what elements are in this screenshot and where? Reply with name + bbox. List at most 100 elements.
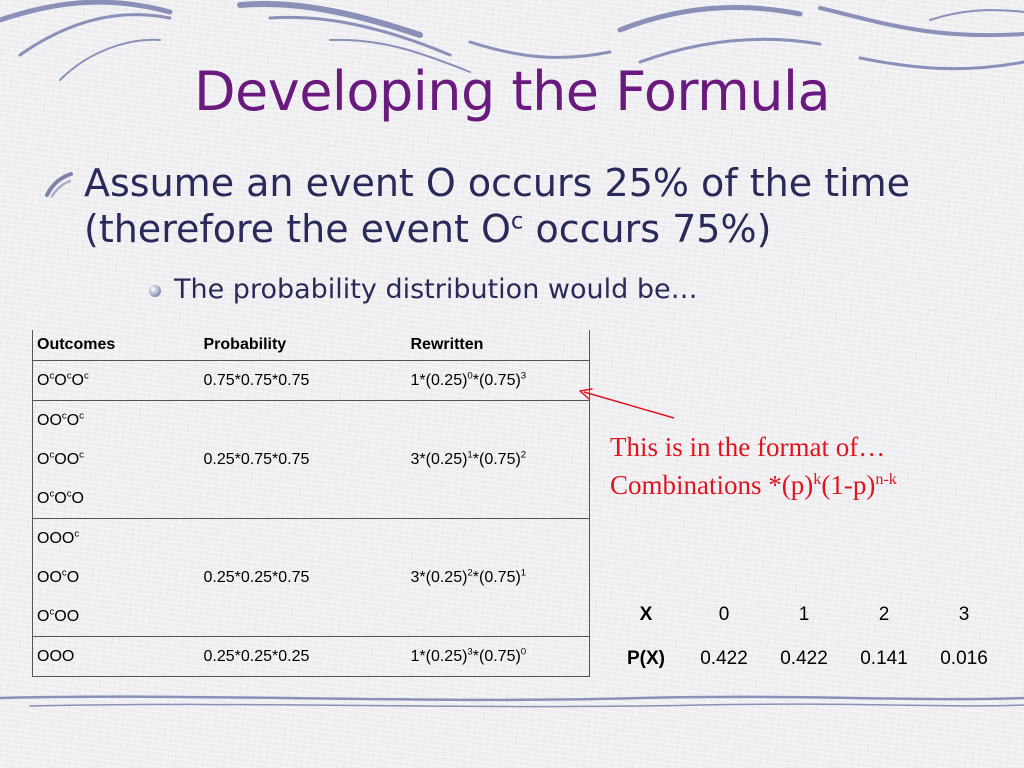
- exponent: 1: [520, 567, 527, 579]
- exponent: 0: [467, 370, 473, 382]
- x-label: X: [639, 604, 653, 625]
- header-probability: Probability: [199, 330, 407, 361]
- outcome-text: OO: [54, 450, 80, 468]
- sub-bullet-text: The probability distribution would be…: [174, 274, 698, 305]
- table-row: OOOc: [32, 518, 590, 559]
- x-value: 2: [878, 604, 890, 625]
- main-bullet: Assume an event O occurs 25% of the time…: [44, 160, 994, 252]
- header-outcomes: Outcomes: [32, 330, 200, 361]
- probability-cell: 0.75*0.75*0.75: [199, 360, 407, 401]
- superscript: c: [66, 370, 72, 382]
- superscript: c: [49, 606, 55, 618]
- px-value: 0.141: [860, 648, 908, 669]
- px-row: P(X) 0.422 0.422 0.141 0.016: [608, 637, 1004, 681]
- outcome-text: OO: [37, 568, 62, 586]
- exponent: 3: [467, 646, 473, 658]
- k-exponent: k: [813, 470, 822, 488]
- rewritten-cell: [406, 400, 590, 440]
- superscript: c: [79, 410, 84, 422]
- main-bullet-text: Assume an event O occurs 25% of the time…: [84, 160, 994, 252]
- outcome-cell: OcOO: [32, 597, 200, 637]
- sphere-bullet-icon: [149, 285, 161, 297]
- probability-distribution-table: X 0 1 2 3 P(X) 0.422 0.422 0.141 0.016: [608, 593, 1004, 681]
- px-value: 0.422: [780, 648, 828, 669]
- table-row: OOcO 0.25*0.25*0.75 3*(0.25)2*(0.75)1: [32, 558, 590, 597]
- outcome-text: OOO: [37, 529, 75, 547]
- outcome-text: OO: [54, 607, 80, 625]
- main-bullet-line1: Assume an event O occurs 25% of the time: [84, 161, 911, 205]
- rewritten-cell: 3*(0.25)1*(0.75)2: [406, 440, 590, 479]
- table-row: OcOO: [32, 597, 590, 637]
- outcomes-table-header-row: Outcomes Probability Rewritten: [32, 330, 590, 361]
- outcome-cell: OOcO: [32, 558, 200, 597]
- sub-bullet: The probability distribution would be…: [148, 272, 948, 308]
- table-row: OOcOc: [32, 400, 590, 441]
- superscript: c: [74, 528, 80, 540]
- rewritten-text: 1*(0.25): [410, 647, 468, 665]
- outcome-text: OOO: [37, 647, 75, 665]
- outcome-text: O: [66, 568, 80, 586]
- px-value: 0.422: [700, 648, 748, 669]
- rewritten-cell: [406, 479, 590, 519]
- format-annotation-line2-start: Combinations *(p): [610, 470, 814, 500]
- probability-cell: [199, 479, 407, 519]
- rewritten-cell: 1*(0.25)0*(0.75)3: [406, 360, 590, 401]
- rewritten-cell: [406, 597, 590, 637]
- superscript: c: [66, 488, 72, 500]
- outcomes-table: Outcomes Probability Rewritten OcOcOc 0.7…: [32, 330, 590, 677]
- header-rewritten: Rewritten: [406, 330, 590, 361]
- probability-cell: [199, 597, 407, 637]
- rewritten-cell: 1*(0.25)3*(0.75)0: [406, 636, 590, 677]
- outcome-text: O: [71, 371, 84, 389]
- outcome-cell: OOO: [32, 636, 200, 677]
- superscript: c: [61, 410, 67, 422]
- rewritten-text: 3*(0.25): [410, 450, 468, 468]
- superscript: c: [83, 370, 89, 382]
- exponent: 2: [467, 567, 473, 579]
- table-row: OcOcOc 0.75*0.75*0.75 1*(0.25)0*(0.75)3: [32, 360, 590, 401]
- x-value: 3: [958, 604, 970, 625]
- table-row: OcOcO: [32, 479, 590, 519]
- probability-cell: 0.25*0.25*0.25: [199, 636, 407, 677]
- rewritten-cell: 3*(0.25)2*(0.75)1: [406, 558, 590, 597]
- outcome-text: O: [37, 607, 50, 625]
- table-row: OOO 0.25*0.25*0.25 1*(0.25)3*(0.75)0: [32, 636, 590, 677]
- exponent: 0: [520, 646, 527, 658]
- outcome-text: O: [37, 371, 50, 389]
- outcome-text: OO: [37, 411, 62, 429]
- rewritten-text: 1*(0.25): [410, 371, 468, 389]
- outcomes-table-body: OcOcOc 0.75*0.75*0.75 1*(0.25)0*(0.75)3 OOc…: [32, 360, 590, 677]
- outcome-text: O: [54, 489, 67, 507]
- x-value: 0: [718, 604, 730, 625]
- slide-title: Developing the Formula: [193, 60, 831, 123]
- rewritten-text: 3*(0.25): [410, 568, 468, 586]
- outcome-cell: OOOc: [32, 518, 200, 558]
- superscript: c: [61, 567, 67, 579]
- px-value: 0.016: [940, 648, 988, 669]
- outcome-text: O: [37, 450, 50, 468]
- superscript: c: [79, 449, 84, 461]
- main-bullet-line2-end: occurs 75%): [523, 207, 772, 251]
- probability-cell: 0.25*0.75*0.75: [203, 450, 310, 468]
- px-label: P(X): [627, 648, 665, 669]
- rewritten-text: *(0.75): [472, 450, 521, 468]
- format-annotation: This is in the format of… Combinations *…: [610, 428, 1010, 504]
- rewritten-text: *(0.75): [472, 568, 521, 586]
- superscript: c: [49, 370, 55, 382]
- outcome-cell: OcOcO: [32, 479, 200, 519]
- outcome-cell: OOcOc: [32, 400, 200, 440]
- exponent: 1: [467, 449, 473, 461]
- probability-cell: [200, 401, 407, 441]
- superscript: c: [49, 449, 55, 461]
- probability-cell: 0.25*0.25*0.75: [203, 568, 310, 586]
- complement-superscript: c: [510, 208, 524, 235]
- swoosh-bullet-icon: [45, 172, 73, 198]
- table-row: OcOOc 0.25*0.75*0.75 3*(0.25)1*(0.75)2: [32, 440, 590, 479]
- pointer-arrow: [579, 388, 675, 419]
- x-row: X 0 1 2 3: [608, 593, 1004, 637]
- exponent: 3: [520, 370, 527, 382]
- swirl-decoration-top: [0, 0, 1024, 81]
- probability-cell: [200, 519, 407, 559]
- swirl-decoration-bottom: [0, 695, 1024, 708]
- main-bullet-line2-start: (therefore the event O: [84, 207, 511, 251]
